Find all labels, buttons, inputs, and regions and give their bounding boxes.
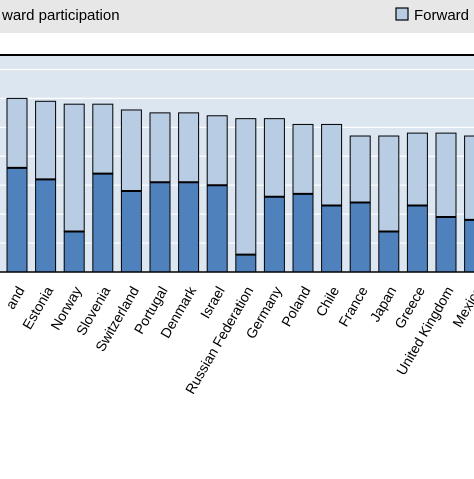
legend-label-backward: ward participation — [1, 7, 120, 24]
bar-forward-poland — [292, 123, 314, 195]
bar-backward-norway — [63, 230, 85, 273]
bar-backward-switzerland — [120, 190, 142, 273]
bar-backward-estonia — [35, 178, 57, 273]
bar-backward-chile — [321, 204, 343, 273]
bar-forward-japan — [378, 135, 400, 232]
bar-backward-japan — [378, 230, 400, 273]
bar-backward-israel — [206, 184, 228, 273]
bar-backward-france — [349, 202, 371, 273]
bar-backward-mexico — [464, 219, 474, 273]
bar-forward-greece — [406, 132, 428, 206]
bar-forward-norway — [63, 103, 85, 232]
bar-forward-mexico — [464, 135, 474, 221]
x-tick-label: Poland — [278, 284, 314, 330]
bar-backward-russian-federation — [235, 254, 257, 273]
bar-backward-greece — [406, 204, 428, 273]
bar-forward-germany — [263, 118, 285, 198]
x-tick-label: France — [335, 283, 371, 329]
x-tick-label: Chile — [312, 283, 342, 319]
bar-forward-estonia — [35, 100, 57, 180]
bar-forward-switzerland — [120, 109, 142, 192]
bar-backward-germany — [263, 196, 285, 273]
bar-forward-russian-federation — [235, 118, 257, 256]
bar-backward-portugal — [149, 181, 171, 273]
legend-band — [0, 0, 474, 33]
bar-backward-denmark — [178, 181, 200, 273]
legend-swatch-forward — [395, 7, 409, 21]
bar-forward-portugal — [149, 112, 171, 183]
bar-forward-france — [349, 135, 371, 204]
legend-label-forward: Forward — [414, 7, 469, 24]
bar-forward-denmark — [178, 112, 200, 183]
x-tick-label: and — [2, 284, 28, 312]
bar-forward-finland — [6, 97, 28, 169]
bar-backward-finland — [6, 167, 28, 273]
bar-backward-united-kingdom — [435, 216, 457, 273]
bar-forward-israel — [206, 115, 228, 186]
bar-backward-poland — [292, 193, 314, 273]
bar-backward-slovenia — [92, 173, 114, 273]
bar-forward-chile — [321, 123, 343, 206]
bar-forward-slovenia — [92, 103, 114, 175]
bar-forward-united-kingdom — [435, 132, 457, 218]
